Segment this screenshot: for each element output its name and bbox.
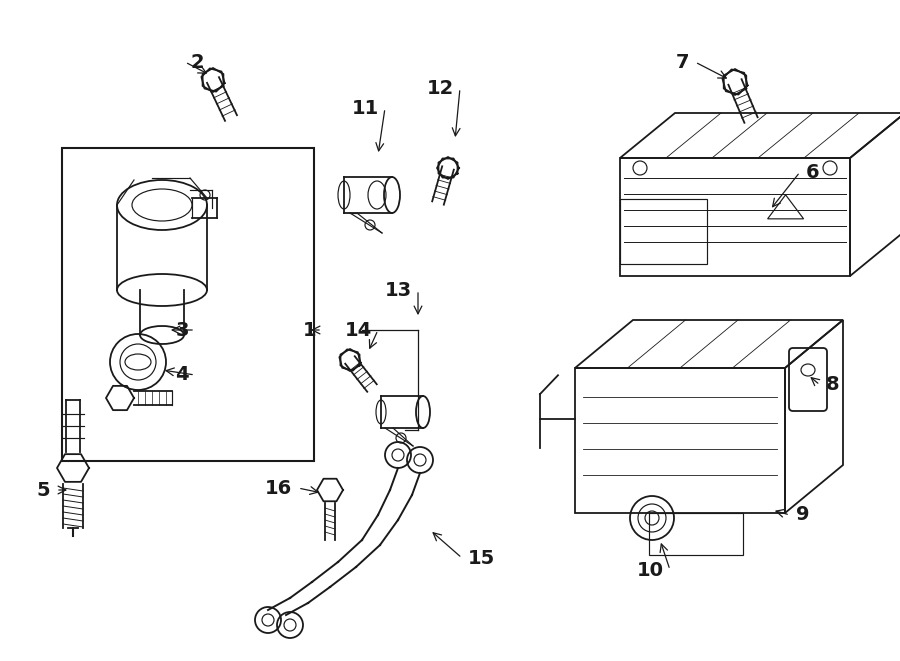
Text: 10: 10 bbox=[637, 561, 664, 580]
Text: 6: 6 bbox=[806, 163, 820, 182]
Bar bbox=[575, 368, 785, 513]
Text: 12: 12 bbox=[427, 79, 454, 98]
Text: 16: 16 bbox=[265, 479, 292, 498]
Text: 4: 4 bbox=[176, 366, 189, 385]
Text: 9: 9 bbox=[796, 506, 809, 524]
Bar bbox=[649, 513, 743, 555]
Text: 15: 15 bbox=[468, 549, 495, 568]
Text: 3: 3 bbox=[176, 321, 189, 340]
Text: 7: 7 bbox=[676, 52, 689, 71]
Text: 13: 13 bbox=[385, 280, 412, 299]
Text: 11: 11 bbox=[352, 98, 379, 118]
Text: 2: 2 bbox=[191, 52, 204, 71]
Text: 8: 8 bbox=[826, 375, 840, 395]
Bar bbox=[620, 158, 850, 276]
Text: 5: 5 bbox=[36, 481, 50, 500]
Text: 1: 1 bbox=[302, 321, 316, 340]
Bar bbox=[620, 200, 707, 264]
Text: 14: 14 bbox=[345, 321, 372, 340]
Bar bbox=[62, 148, 314, 461]
